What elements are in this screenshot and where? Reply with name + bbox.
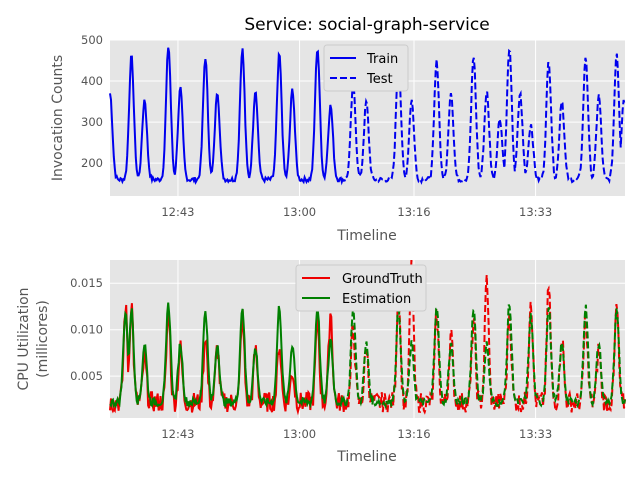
- x-tick-label: 13:16: [397, 205, 430, 219]
- x-tick-label: 12:43: [161, 427, 194, 441]
- top-x-ticks: 12:43 13:00 13:16 13:33: [161, 205, 552, 219]
- series-line-estimation-train: [109, 302, 347, 409]
- top-y-axis-label: Invocation Counts: [50, 55, 66, 181]
- x-tick-label: 13:16: [397, 427, 430, 441]
- top-legend: Train Test: [323, 44, 409, 92]
- x-tick-label: 13:00: [283, 205, 316, 219]
- series-line-train: [109, 47, 347, 186]
- y-tick-label: 0.010: [70, 323, 103, 337]
- bottom-series: [109, 259, 626, 416]
- bottom-y-ticks: 0.005 0.010 0.015: [70, 276, 103, 383]
- series-line-groundtruth-train: [109, 303, 347, 416]
- series-line-estimation-test: [344, 304, 626, 410]
- bottom-x-ticks: 12:43 13:00 13:16 13:33: [161, 427, 552, 441]
- bottom-legend: GroundTruth Estimation: [295, 264, 427, 312]
- y-tick-label: 300: [81, 115, 103, 129]
- y-tick-label: 500: [81, 33, 103, 47]
- top-x-axis-label: Timeline: [336, 228, 397, 244]
- legend-groundtruth-label: GroundTruth: [342, 272, 423, 287]
- x-tick-label: 12:43: [161, 205, 194, 219]
- top-y-ticks: 200 300 400 500: [81, 33, 103, 170]
- y-tick-label: 200: [81, 156, 103, 170]
- bottom-chart: 0.005 0.010 0.015 12:43 13:00 13:16 13:33 Tim…: [16, 259, 626, 465]
- x-tick-label: 13:33: [519, 205, 552, 219]
- y-tick-label: 0.015: [70, 276, 103, 290]
- x-tick-label: 13:33: [519, 427, 552, 441]
- bottom-y-axis-label-line2: (millicores): [35, 300, 51, 378]
- legend-test-label: Test: [366, 72, 393, 87]
- top-chart-title: Service: social-graph-service: [244, 15, 489, 35]
- top-chart: Service: social-graph-service 200 300 400 5…: [50, 15, 626, 244]
- bottom-y-axis-label-line1: CPU Utilization: [16, 287, 32, 390]
- y-tick-label: 400: [81, 74, 103, 88]
- bottom-legend-box: [295, 264, 427, 312]
- legend-estimation-label: Estimation: [342, 292, 411, 307]
- bottom-x-axis-label: Timeline: [336, 449, 397, 465]
- top-legend-box: [323, 44, 409, 92]
- y-tick-label: 0.005: [70, 369, 103, 383]
- legend-train-label: Train: [366, 52, 398, 67]
- x-tick-label: 13:00: [283, 427, 316, 441]
- series-line-test: [345, 48, 626, 185]
- top-series: [109, 47, 626, 186]
